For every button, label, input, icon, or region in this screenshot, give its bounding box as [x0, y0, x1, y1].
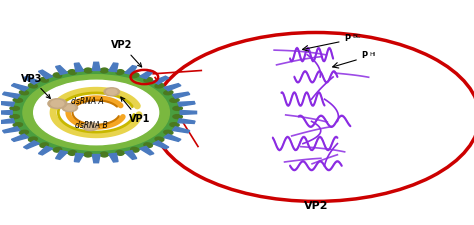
- Polygon shape: [2, 127, 20, 133]
- Polygon shape: [38, 146, 53, 155]
- Ellipse shape: [28, 137, 37, 142]
- Polygon shape: [92, 62, 100, 70]
- Text: P: P: [361, 51, 367, 60]
- Ellipse shape: [131, 73, 139, 78]
- Polygon shape: [164, 134, 181, 141]
- Text: dsRNA A: dsRNA A: [71, 97, 104, 106]
- Polygon shape: [172, 127, 190, 133]
- Ellipse shape: [54, 73, 62, 78]
- Ellipse shape: [164, 90, 173, 95]
- Ellipse shape: [40, 143, 48, 147]
- Circle shape: [104, 88, 119, 96]
- Text: VP1: VP1: [121, 97, 150, 124]
- Polygon shape: [11, 84, 28, 91]
- Text: P: P: [344, 34, 350, 43]
- Polygon shape: [172, 92, 190, 98]
- Polygon shape: [164, 84, 181, 91]
- Ellipse shape: [68, 70, 76, 74]
- Ellipse shape: [10, 106, 19, 110]
- Circle shape: [62, 104, 78, 112]
- Polygon shape: [109, 153, 118, 162]
- Ellipse shape: [155, 137, 164, 142]
- Circle shape: [85, 124, 95, 129]
- Circle shape: [51, 100, 64, 107]
- Polygon shape: [0, 110, 12, 115]
- Polygon shape: [180, 110, 197, 115]
- Polygon shape: [24, 76, 39, 84]
- Ellipse shape: [54, 147, 62, 152]
- Circle shape: [23, 75, 169, 150]
- Circle shape: [82, 123, 98, 131]
- Polygon shape: [178, 119, 195, 124]
- Polygon shape: [125, 66, 137, 74]
- Ellipse shape: [173, 115, 182, 119]
- Ellipse shape: [131, 147, 139, 152]
- Polygon shape: [140, 70, 154, 79]
- Polygon shape: [11, 134, 28, 141]
- Ellipse shape: [28, 83, 37, 88]
- Ellipse shape: [84, 68, 92, 73]
- Ellipse shape: [170, 98, 179, 102]
- Polygon shape: [178, 101, 195, 106]
- Ellipse shape: [164, 130, 173, 135]
- Polygon shape: [109, 63, 118, 72]
- Ellipse shape: [173, 106, 182, 110]
- Ellipse shape: [19, 130, 28, 135]
- Polygon shape: [55, 151, 68, 159]
- Ellipse shape: [116, 70, 124, 74]
- Ellipse shape: [68, 151, 76, 155]
- Polygon shape: [0, 101, 15, 106]
- Polygon shape: [2, 92, 20, 98]
- Ellipse shape: [40, 78, 48, 82]
- Ellipse shape: [13, 123, 22, 127]
- Ellipse shape: [13, 98, 22, 102]
- Ellipse shape: [170, 123, 179, 127]
- Text: HI: HI: [370, 52, 376, 57]
- Ellipse shape: [19, 90, 28, 95]
- Ellipse shape: [10, 115, 19, 119]
- Polygon shape: [38, 70, 53, 79]
- Polygon shape: [0, 119, 15, 124]
- Polygon shape: [140, 146, 154, 155]
- Polygon shape: [125, 151, 137, 159]
- Ellipse shape: [100, 152, 108, 157]
- Ellipse shape: [155, 83, 164, 88]
- Circle shape: [34, 80, 159, 145]
- Ellipse shape: [100, 68, 108, 73]
- Circle shape: [64, 105, 75, 110]
- Text: BC: BC: [353, 34, 361, 39]
- Polygon shape: [74, 153, 83, 162]
- Polygon shape: [55, 66, 68, 74]
- Ellipse shape: [144, 143, 152, 147]
- Polygon shape: [92, 155, 100, 163]
- Polygon shape: [24, 141, 39, 149]
- Polygon shape: [74, 63, 83, 72]
- Circle shape: [12, 69, 180, 156]
- Text: dsRNA B: dsRNA B: [75, 121, 108, 130]
- Ellipse shape: [144, 78, 152, 82]
- Circle shape: [107, 89, 117, 94]
- Polygon shape: [153, 76, 169, 84]
- Ellipse shape: [84, 152, 92, 157]
- Text: VP2: VP2: [304, 201, 328, 211]
- Polygon shape: [153, 141, 169, 149]
- Text: VP2: VP2: [111, 40, 142, 67]
- Circle shape: [48, 99, 67, 108]
- Ellipse shape: [116, 151, 124, 155]
- Text: VP3: VP3: [21, 74, 50, 99]
